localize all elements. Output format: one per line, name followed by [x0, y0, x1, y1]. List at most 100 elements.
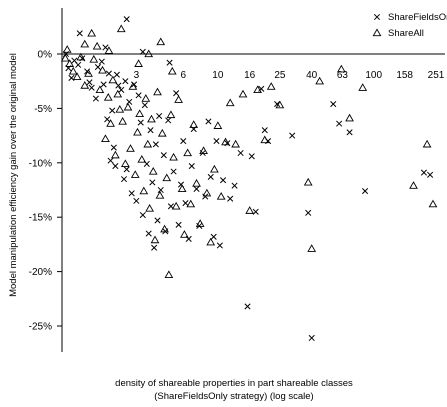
- data-point-shareall: [133, 127, 142, 136]
- legend-symbol-triangle: [372, 28, 382, 37]
- series-shareall-markers: [60, 24, 438, 279]
- axes: [61, 8, 445, 352]
- data-point-sharefieldsonly: [139, 211, 146, 219]
- data-point-shareall: [65, 59, 75, 67]
- data-point-sharefieldsonly: [160, 152, 167, 159]
- data-point-shareall: [174, 95, 183, 103]
- data-point-sharefieldsonly: [75, 61, 82, 68]
- data-point-shareall: [143, 139, 153, 148]
- data-point-shareall: [101, 134, 110, 143]
- data-point-sharefieldsonly: [188, 163, 195, 170]
- data-point-sharefieldsonly: [104, 116, 111, 123]
- data-point-shareall: [183, 148, 193, 157]
- data-point-sharefieldsonly: [173, 90, 180, 97]
- data-point-shareall: [157, 128, 167, 137]
- data-point-sharefieldsonly: [175, 221, 182, 228]
- x-tick-label: 100: [365, 70, 382, 81]
- data-point-shareall: [307, 244, 317, 252]
- data-point-shareall: [210, 164, 219, 173]
- data-point-shareall: [153, 87, 162, 96]
- data-point-shareall: [141, 94, 151, 102]
- x-tick-label: 6: [180, 70, 186, 81]
- y-axis-ticks: 0% -5% -10% -15% -20% -25%: [29, 50, 62, 333]
- data-point-shareall: [139, 186, 149, 195]
- data-point-shareall: [160, 224, 169, 233]
- data-point-sharefieldsonly: [252, 208, 259, 215]
- data-point-shareall: [195, 219, 205, 227]
- data-point-sharefieldsonly: [137, 119, 144, 126]
- data-point-shareall: [106, 119, 115, 127]
- x-axis-title-line-1: density of shareable properties in part …: [115, 378, 353, 389]
- data-point-sharefieldsonly: [289, 132, 296, 139]
- data-point-sharefieldsonly: [107, 157, 114, 164]
- data-point-shareall: [130, 170, 140, 178]
- x-tick-label: 16: [244, 70, 256, 81]
- data-point-sharefieldsonly: [123, 166, 130, 173]
- legend-label-shareall: ShareAll: [388, 28, 424, 39]
- data-point-sharefieldsonly: [231, 182, 238, 189]
- data-point-sharefieldsonly: [135, 92, 142, 99]
- data-point-shareall: [80, 39, 90, 48]
- data-point-sharefieldsonly: [205, 118, 212, 125]
- data-point-shareall: [95, 85, 105, 94]
- data-point-shareall: [120, 159, 130, 168]
- data-point-sharefieldsonly: [133, 197, 140, 204]
- data-point-sharefieldsonly: [141, 102, 148, 109]
- data-point-sharefieldsonly: [92, 95, 99, 102]
- data-point-shareall: [189, 120, 199, 128]
- data-point-sharefieldsonly: [207, 173, 214, 180]
- data-point-sharefieldsonly: [109, 107, 116, 114]
- data-point-sharefieldsonly: [105, 70, 112, 77]
- data-point-sharefieldsonly: [149, 179, 156, 186]
- legend-label-sharefieldsonly: ShareFieldsOnly: [388, 12, 447, 23]
- data-point-shareall: [89, 54, 99, 63]
- x-tick-label: 158: [396, 70, 413, 81]
- data-point-shareall: [253, 85, 263, 94]
- data-point-shareall: [358, 83, 368, 91]
- data-point-sharefieldsonly: [202, 193, 209, 200]
- data-point-sharefieldsonly: [305, 209, 312, 216]
- data-point-shareall: [60, 53, 70, 62]
- data-point-sharefieldsonly: [248, 153, 255, 160]
- data-point-shareall: [126, 144, 135, 152]
- data-point-sharefieldsonly: [145, 230, 152, 237]
- data-point-shareall: [150, 235, 160, 244]
- data-point-shareall: [162, 173, 172, 182]
- y-tick-label: -20%: [29, 267, 52, 278]
- x-tick-label: 251: [428, 70, 445, 81]
- data-point-shareall: [137, 155, 147, 163]
- data-point-sharefieldsonly: [180, 137, 187, 145]
- data-point-shareall: [213, 121, 223, 129]
- data-point-sharefieldsonly: [76, 30, 83, 37]
- legend: ShareFieldsOnly ShareAll: [372, 12, 447, 39]
- data-point-shareall: [245, 206, 255, 214]
- legend-marker-triangle: [372, 28, 382, 37]
- data-point-sharefieldsonly: [261, 127, 268, 134]
- data-point-sharefieldsonly: [237, 149, 244, 157]
- data-point-shareall: [76, 52, 86, 61]
- data-point-sharefieldsonly: [100, 81, 107, 88]
- data-point-shareall: [134, 59, 143, 67]
- data-point-sharefieldsonly: [86, 79, 93, 86]
- data-point-sharefieldsonly: [220, 177, 227, 184]
- data-point-sharefieldsonly: [154, 217, 161, 224]
- data-point-shareall: [192, 178, 201, 187]
- data-point-shareall: [72, 72, 82, 80]
- data-point-sharefieldsonly: [120, 176, 128, 183]
- y-tick-label: -15%: [29, 213, 52, 224]
- x-tick-label: 40: [306, 70, 318, 81]
- data-point-shareall: [409, 181, 418, 189]
- x-tick-label: 10: [212, 70, 224, 81]
- data-point-shareall: [275, 100, 285, 109]
- data-point-sharefieldsonly: [115, 82, 122, 89]
- series-sharefieldsonly-markers: [62, 16, 434, 342]
- y-tick-label: 0%: [38, 50, 53, 61]
- data-point-shareall: [336, 64, 346, 73]
- data-point-sharefieldsonly: [165, 117, 172, 124]
- data-point-shareall: [116, 24, 126, 33]
- data-point-sharefieldsonly: [152, 141, 159, 148]
- data-point-shareall: [113, 89, 123, 98]
- data-point-shareall: [238, 89, 248, 98]
- data-point-shareall: [135, 109, 145, 117]
